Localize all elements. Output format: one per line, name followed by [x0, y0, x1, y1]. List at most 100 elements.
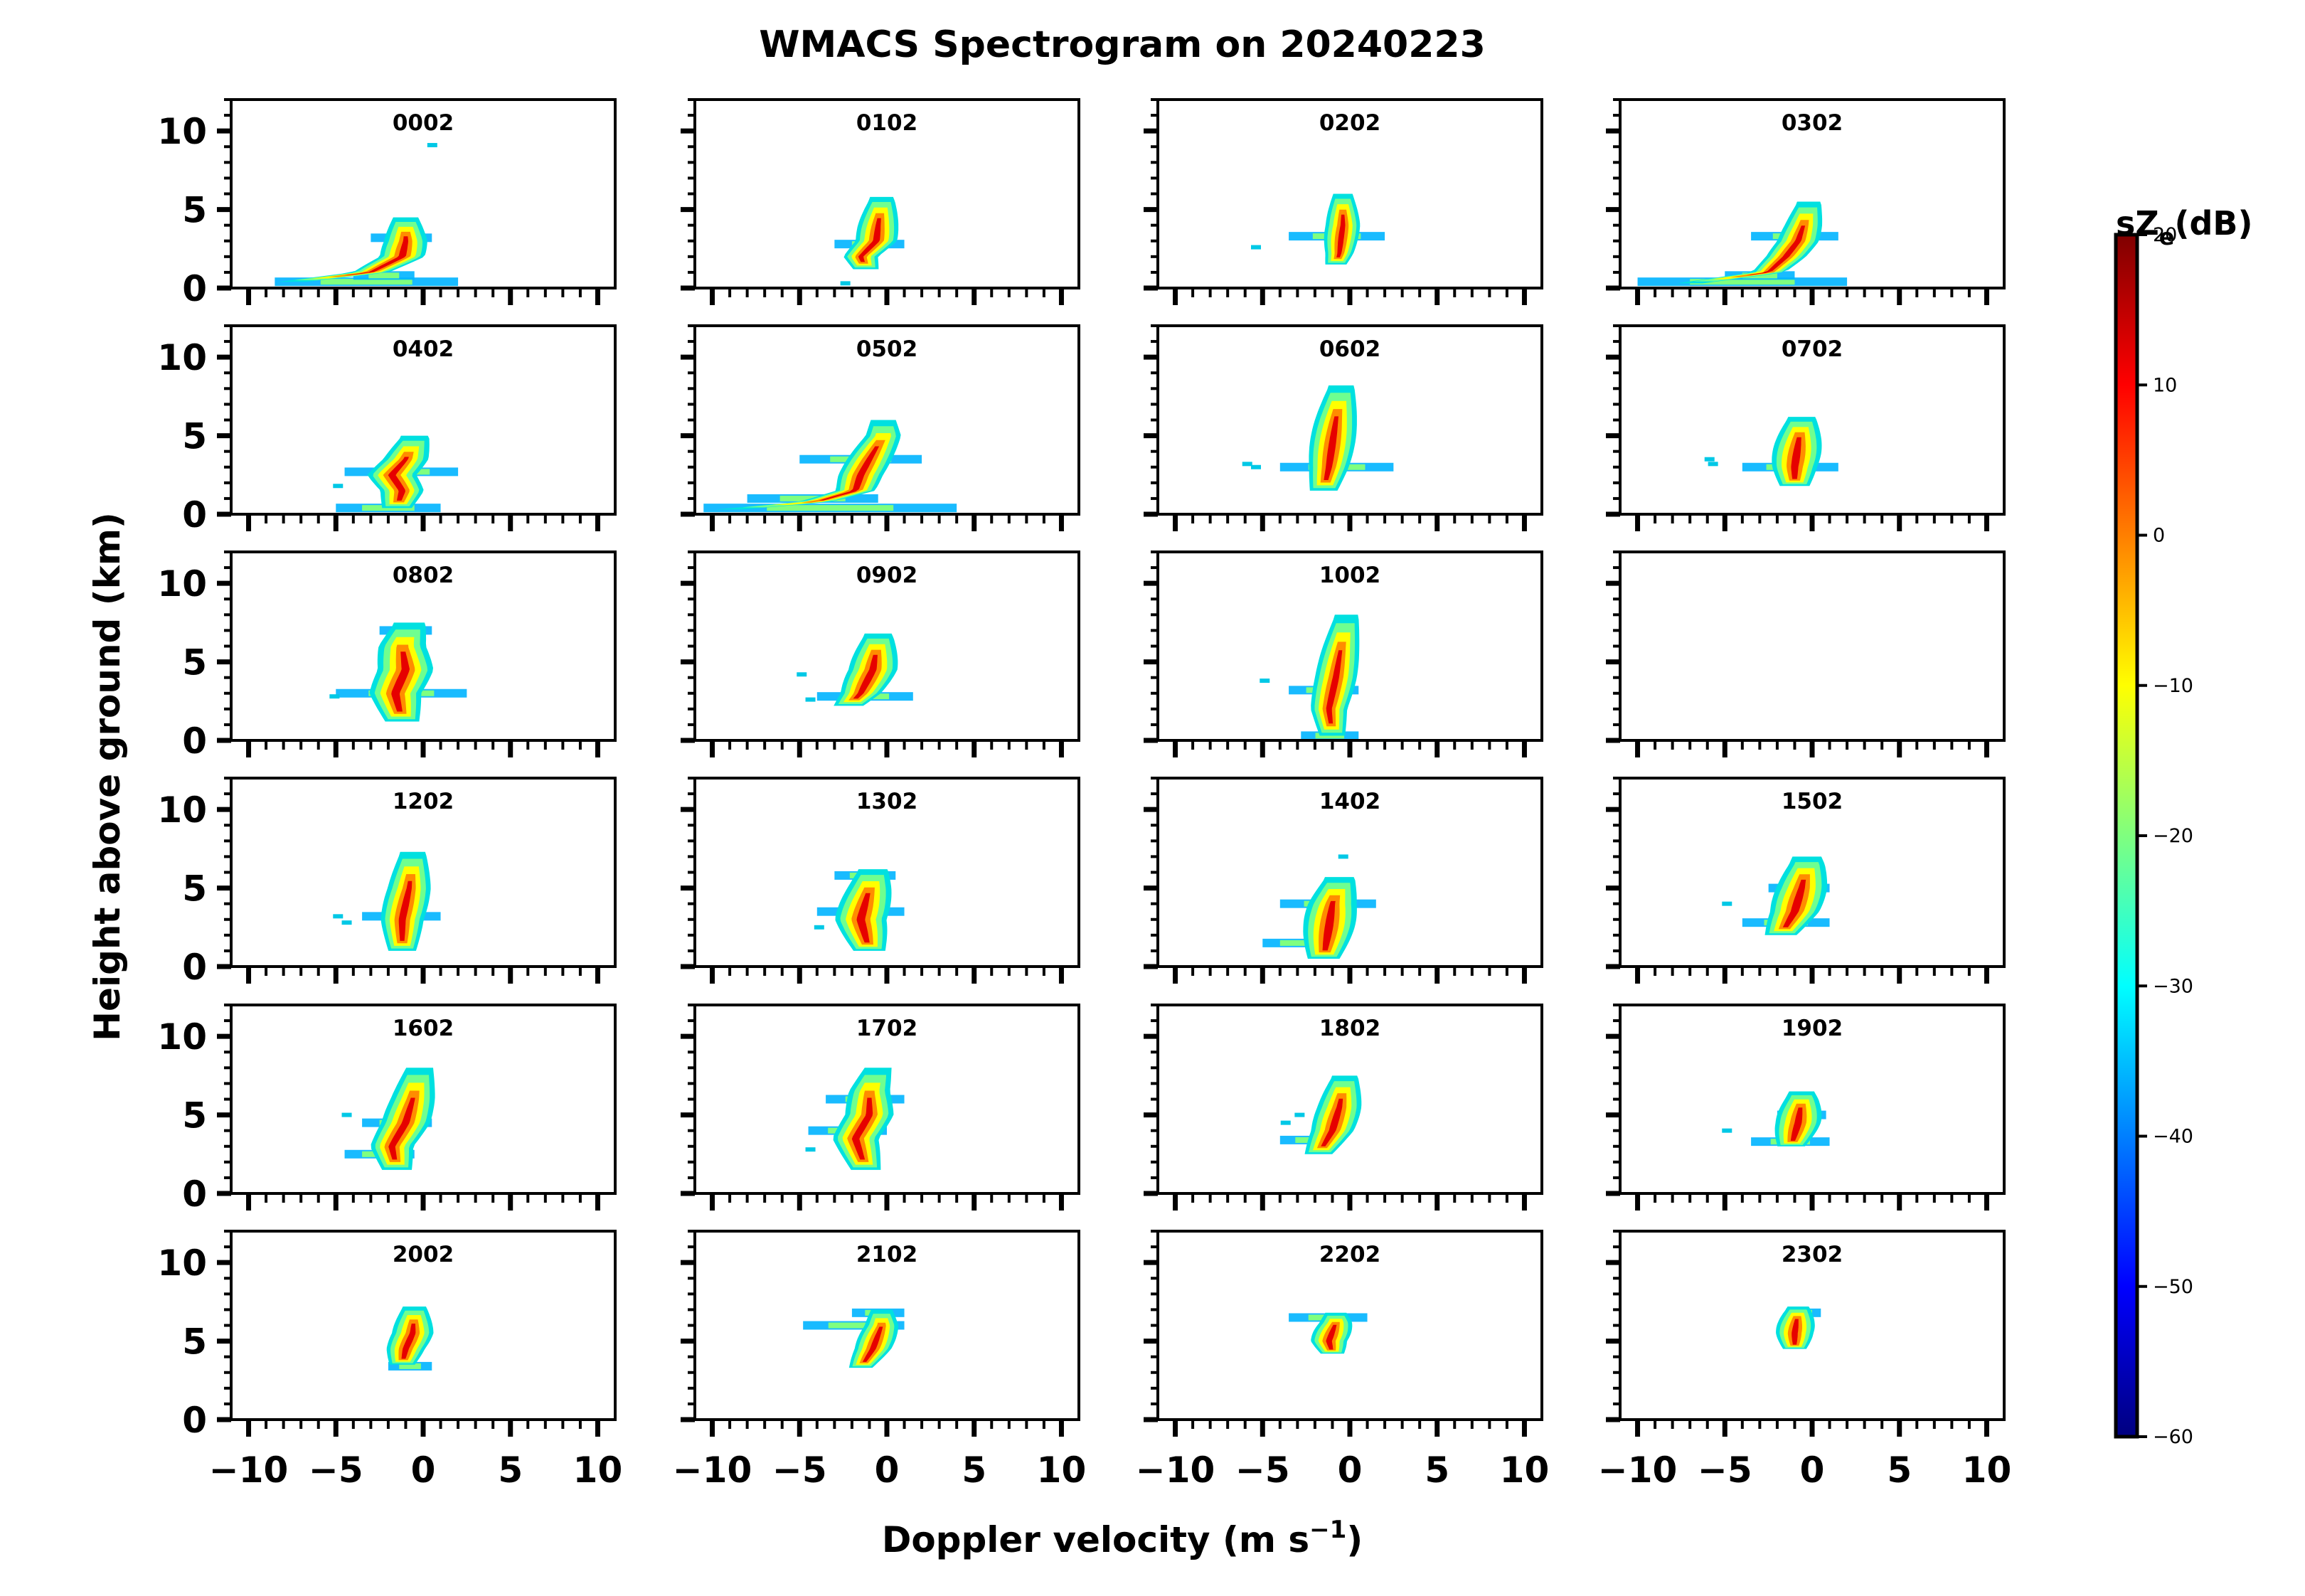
- spectrum-data: [1704, 417, 1838, 486]
- isolated-echo: [1708, 462, 1718, 467]
- spectrogram-panel: 0302: [1606, 98, 2006, 305]
- x-axis-label-close: ): [1346, 1519, 1363, 1560]
- panel-time-label: 1502: [1782, 789, 1843, 814]
- colorbar-tick-label: −40: [2153, 1126, 2193, 1148]
- panel-time-label: 2202: [1319, 1242, 1380, 1267]
- spectrum-data: [703, 420, 957, 513]
- panel-time-label: 1802: [1319, 1016, 1380, 1041]
- panel-time-label: 1602: [393, 1016, 454, 1041]
- y-tick-label: 5: [182, 416, 207, 457]
- colorbar-tick-label: −60: [2153, 1426, 2193, 1448]
- spectrum-data: [1722, 1091, 1830, 1147]
- spectrum-data: [1251, 193, 1385, 265]
- y-tick-label: 10: [157, 563, 207, 605]
- panel-time-label: 2302: [1782, 1242, 1843, 1267]
- x-tick-label: 5: [1887, 1449, 1912, 1491]
- spectrum-data: [341, 1068, 435, 1170]
- isolated-echo: [1251, 245, 1261, 250]
- isolated-echo: [1722, 1128, 1732, 1133]
- colorbar-gradient: [2114, 233, 2139, 1439]
- isolated-echo: [840, 281, 851, 286]
- spectrogram-panel: 0102: [681, 98, 1080, 305]
- spectrum-data: [803, 1308, 905, 1368]
- reflectivity-contour: [1792, 1319, 1799, 1345]
- x-tick-label: 0: [1338, 1449, 1363, 1491]
- panel-time-label: 1302: [856, 789, 917, 814]
- colorbar-label-sub: e: [2159, 223, 2175, 250]
- spectral-layer-core: [399, 1363, 421, 1369]
- reflectivity-contour: [1790, 1107, 1803, 1141]
- colorbar-tick-label: −20: [2153, 825, 2193, 847]
- colorbar-tick-label: −50: [2153, 1276, 2193, 1298]
- reflectivity-contour: [328, 231, 412, 277]
- isolated-echo: [341, 920, 352, 925]
- y-tick-label: 10: [157, 1243, 207, 1284]
- y-tick-label: 5: [182, 1095, 207, 1137]
- colorbar-tick-label: 20: [2153, 224, 2177, 246]
- spectrogram-panel: 0702: [1606, 324, 2006, 531]
- x-axis-label: Doppler velocity (m s−1): [882, 1516, 1363, 1560]
- spectrum-data: [1262, 854, 1376, 959]
- isolated-echo: [341, 1112, 352, 1117]
- spectrogram-panel: 0002 0 5 10: [157, 98, 617, 309]
- reflectivity-contour: [862, 1326, 883, 1362]
- colorbar-label-unit: (dB): [2174, 204, 2252, 243]
- reflectivity-contour: [1782, 879, 1806, 927]
- x-tick-label: 5: [962, 1449, 986, 1491]
- x-tick-label: −5: [1698, 1449, 1752, 1491]
- colorbar-tick-label: 10: [2153, 374, 2177, 396]
- spectrogram-panel: 2202 −10 −5 0 5 10: [1136, 1230, 1550, 1491]
- reflectivity-contour: [401, 1324, 416, 1359]
- panel-time-label: 1002: [1319, 563, 1380, 588]
- spectrogram-panel: 1402: [1144, 777, 1543, 984]
- x-tick-label: 5: [1425, 1449, 1449, 1491]
- colorbar: sZe(dB) −60 −50 −40 −30 −20 −10 0 10 20: [2114, 204, 2252, 1448]
- reflectivity-contour: [1321, 1098, 1343, 1147]
- spectrogram-panel: 2102 −10 −5 0 5 10: [673, 1230, 1086, 1491]
- reflectivity-contour: [819, 446, 880, 501]
- colorbar-label: sZe(dB): [2116, 204, 2252, 250]
- spectral-layer-core: [1690, 279, 1795, 285]
- y-tick-label: 5: [182, 190, 207, 231]
- x-tick-label: −10: [1598, 1449, 1677, 1491]
- colorbar-ticks: −60 −50 −40 −30 −20 −10 0 10 20: [2137, 224, 2193, 1448]
- panel-time-label: 0002: [393, 110, 454, 136]
- spectral-layer-core: [320, 279, 412, 285]
- colorbar-tick-label: 0: [2153, 525, 2165, 547]
- reflectivity-contour: [1730, 220, 1809, 277]
- panel-time-label: 0102: [856, 110, 917, 136]
- spectrum-data: [797, 633, 913, 706]
- spectrum-data: [333, 435, 459, 513]
- isolated-echo: [805, 1147, 816, 1152]
- reflectivity-contour: [1791, 437, 1801, 479]
- panel-time-label: 0202: [1319, 110, 1380, 136]
- spectrum-data: [1289, 1312, 1368, 1354]
- isolated-echo: [1704, 457, 1715, 462]
- y-tick-label: 10: [157, 1016, 207, 1058]
- colorbar-tick-label: −30: [2153, 975, 2193, 997]
- y-tick-label: 10: [157, 111, 207, 152]
- reflectivity-contour: [858, 218, 881, 262]
- isolated-echo: [1251, 464, 1261, 469]
- panel-time-label: 1702: [856, 1016, 917, 1041]
- spectrum-data: [1637, 201, 1848, 287]
- y-tick-label: 0: [182, 494, 207, 536]
- x-tick-label: 0: [411, 1449, 436, 1491]
- spectrogram-panel: 1702: [681, 1004, 1080, 1211]
- isolated-echo: [814, 925, 824, 930]
- x-tick-label: 5: [498, 1449, 523, 1491]
- spectrum-data: [805, 1068, 905, 1170]
- spectrogram-panel: 1802: [1144, 1004, 1543, 1211]
- spectral-layer-core: [767, 505, 894, 511]
- x-tick-label: 0: [1800, 1449, 1825, 1491]
- x-tick-label: 10: [573, 1449, 623, 1491]
- spectrogram-panel: 2302 −10 −5 0 5 10: [1598, 1230, 2011, 1491]
- x-tick-label: −5: [309, 1449, 363, 1491]
- spectrogram-panel: 2002 0 5 10 −10 −5 0 5 10: [157, 1230, 623, 1491]
- reflectivity-contour: [1322, 900, 1336, 951]
- isolated-echo: [1260, 679, 1270, 683]
- reflectivity-contour: [398, 881, 412, 941]
- y-tick-label: 10: [157, 789, 207, 831]
- x-tick-label: 10: [1500, 1449, 1550, 1491]
